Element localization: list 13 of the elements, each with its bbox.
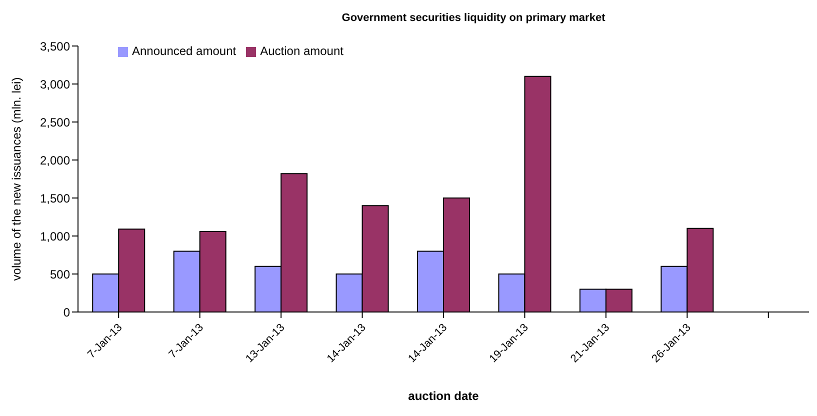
y-tick-label: 500: [50, 267, 70, 282]
y-tick-label: 0: [63, 305, 70, 320]
y-tick-label: 1,500: [40, 191, 70, 206]
y-tick-label: 2,000: [40, 153, 70, 168]
y-tick-label: 3,000: [40, 77, 70, 92]
y-tick-label: 3,500: [40, 39, 70, 54]
legend-label: Auction amount: [260, 44, 344, 58]
chart-title: Government securities liquidity on primary market: [340, 12, 606, 24]
y-axis-title: volume of the new issuances (mln. lei): [9, 77, 24, 281]
legend-label: Announced amount: [132, 44, 236, 58]
x-axis-title: auction date: [408, 389, 480, 403]
y-tick-label: 1,000: [40, 229, 70, 244]
y-tick-label: 2,500: [40, 115, 70, 130]
